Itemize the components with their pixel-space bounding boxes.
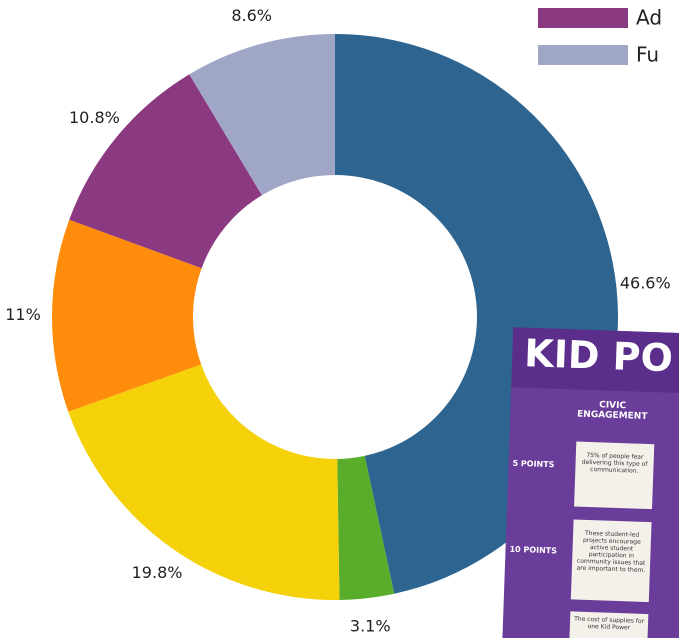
legend-swatch bbox=[538, 45, 628, 65]
card bbox=[574, 441, 655, 510]
card-text: The cost of supplies for one Kid Power bbox=[574, 615, 645, 632]
data-label: 3.1% bbox=[350, 617, 391, 636]
poster-column: CIVIC ENGAGEMENT bbox=[576, 400, 648, 422]
legend-label: Fu bbox=[636, 43, 659, 67]
slice bbox=[337, 455, 395, 600]
row-label: 10 POINTS bbox=[509, 545, 557, 556]
card-text: These student-led projects encourage act… bbox=[576, 529, 646, 574]
card-text: 75% of people fear delivering this type … bbox=[581, 451, 648, 475]
column-label: CIVIC ENGAGEMENT bbox=[576, 400, 648, 422]
data-label: 8.6% bbox=[231, 6, 272, 25]
legend-swatch bbox=[538, 8, 628, 28]
data-label: 10.8% bbox=[69, 108, 120, 127]
poster-header bbox=[511, 327, 679, 394]
slice bbox=[52, 219, 202, 412]
card-text: The cost of supplies for one Kid Power bbox=[574, 615, 645, 632]
card-text: 75% of people fear delivering this type … bbox=[581, 451, 648, 475]
slice bbox=[68, 364, 340, 600]
poster-title: KID PO bbox=[524, 331, 674, 380]
card bbox=[569, 611, 649, 638]
row-label: 5 POINTS bbox=[512, 459, 554, 469]
card bbox=[570, 519, 652, 603]
data-label: 11% bbox=[5, 305, 41, 324]
slice bbox=[189, 34, 335, 196]
data-label: 46.6% bbox=[620, 274, 671, 293]
photo-inset: KID PO CIVIC ENGAGEMENT 5 POINTS 10 POIN… bbox=[502, 327, 679, 638]
card-text: These student-led projects encourage act… bbox=[576, 529, 646, 574]
legend-label: Ad bbox=[636, 6, 662, 30]
slice bbox=[69, 74, 262, 269]
data-label: 19.8% bbox=[132, 563, 183, 582]
